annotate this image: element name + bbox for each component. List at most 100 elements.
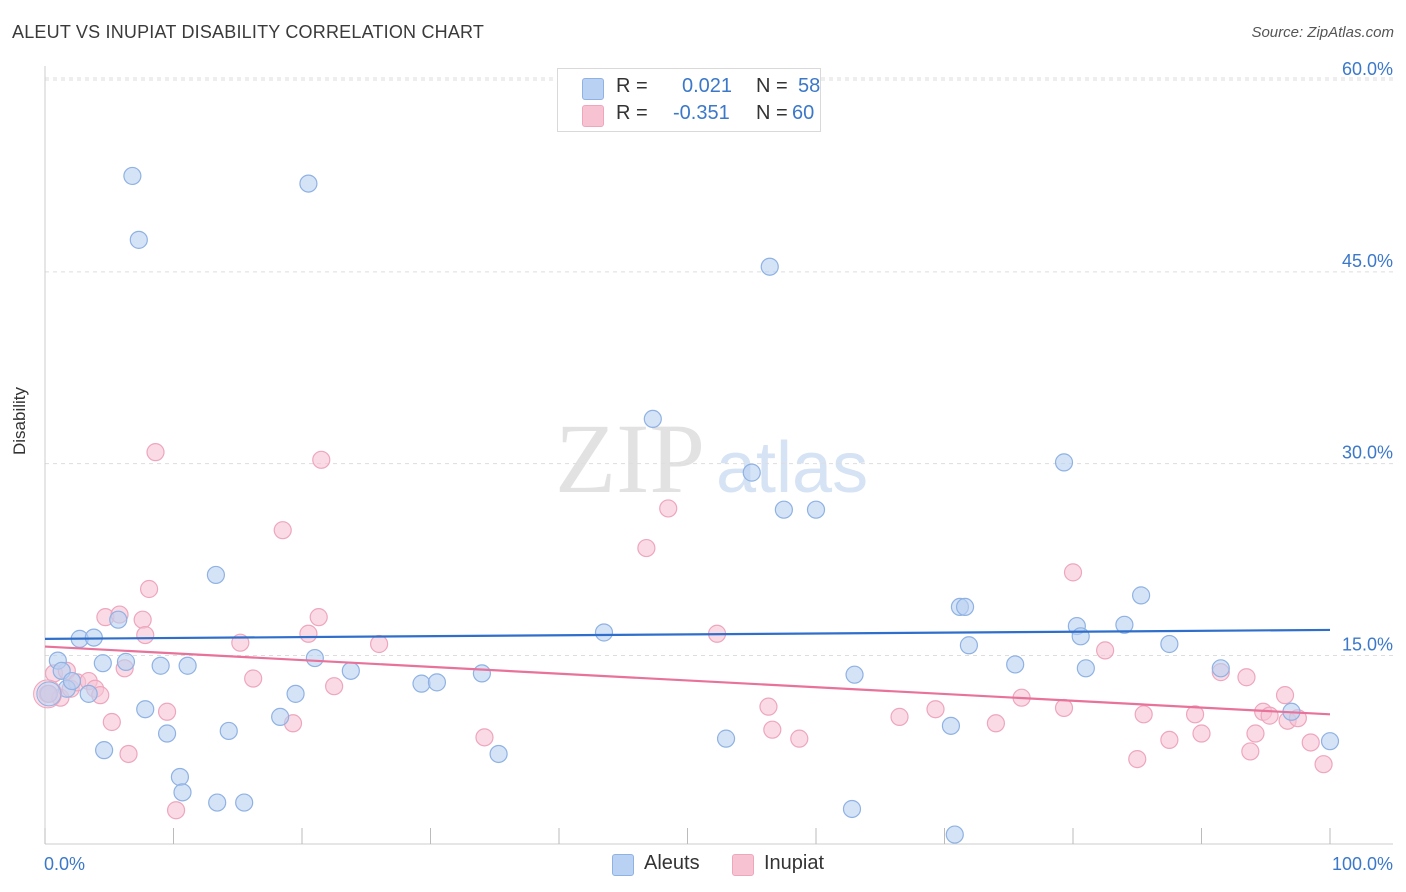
aleut-point: [1115, 615, 1134, 634]
inupiat-point: [273, 521, 292, 540]
y-tick-label: 15.0%: [1342, 635, 1393, 655]
aleut-point: [760, 257, 779, 276]
inupiat-point: [1275, 686, 1295, 705]
aleut-point: [157, 724, 177, 743]
aleut-point: [136, 700, 155, 719]
aleuts-swatch: [582, 78, 604, 100]
inupiat-point: [33, 679, 63, 709]
aleut-point: [1054, 453, 1074, 472]
inupiat-point: [763, 720, 782, 739]
aleut-point: [206, 565, 226, 585]
inupiat-point: [1063, 563, 1083, 582]
inupiat-point: [759, 697, 778, 716]
aleut-point: [955, 597, 975, 617]
trend-lines: [44, 628, 1331, 716]
inupiat-point: [1301, 733, 1320, 752]
watermark: ZIP atlas: [555, 403, 868, 514]
inupiat-point: [1237, 668, 1256, 687]
inupiat-point: [1246, 724, 1265, 743]
aleut-point: [109, 610, 128, 629]
inupiat-point: [986, 714, 1006, 733]
aleut-point: [93, 654, 112, 673]
r-label: R =: [616, 102, 648, 124]
inupiat-point: [1128, 749, 1147, 769]
x-tick-label: 100.0%: [1332, 854, 1393, 874]
aleut-point: [299, 174, 318, 193]
aleut-point: [286, 684, 305, 703]
aleut-point: [129, 230, 148, 249]
aleut-point: [151, 656, 170, 675]
axes: [44, 66, 1393, 845]
inupiat-trend-line: [44, 645, 1331, 716]
inupiat-point: [299, 624, 318, 643]
aleut-point: [412, 674, 431, 693]
watermark-atlas: atlas: [716, 428, 868, 508]
aleut-point: [1160, 634, 1179, 654]
aleut-point: [170, 767, 190, 787]
inupiat-point: [1054, 698, 1074, 718]
n-value: 58: [798, 75, 821, 97]
aleut-point: [116, 652, 136, 671]
aleut-point: [959, 636, 979, 655]
inupiat-point: [325, 677, 344, 696]
inupiat-point: [1160, 730, 1179, 750]
inupiat-point: [133, 610, 152, 629]
inupiat-point: [1192, 724, 1211, 743]
inupiat-point: [1185, 705, 1205, 724]
r-label: R =: [616, 75, 648, 97]
aleut-point: [945, 825, 964, 844]
aleut-point: [427, 673, 447, 692]
inupiat-point: [637, 538, 656, 558]
watermark-zip: ZIP: [555, 403, 705, 514]
inupiat-point: [166, 801, 186, 820]
inupiat-point: [102, 712, 121, 732]
inupiat-point: [139, 579, 159, 599]
inupiat-point: [926, 700, 945, 719]
legend-label-aleuts: Aleuts: [644, 852, 700, 874]
aleut-point: [489, 744, 508, 764]
aleut-point: [842, 799, 862, 819]
aleut-point: [643, 409, 662, 429]
aleut-point: [95, 741, 114, 760]
inupiat-point: [1260, 706, 1279, 725]
inupiat-point: [136, 625, 155, 645]
aleut-point: [774, 500, 793, 519]
inupiat-point: [309, 608, 328, 627]
y-tick-label: 60.0%: [1342, 59, 1393, 79]
tick-labels: 15.0% 30.0% 45.0% 60.0% 0.0% 100.0%: [44, 59, 1393, 874]
inupiat-point: [1134, 705, 1153, 724]
aleut-point: [941, 716, 961, 735]
grid-lines: [45, 77, 1393, 656]
aleut-point: [1006, 655, 1025, 674]
aleut-point: [62, 671, 82, 691]
aleut-point: [305, 648, 324, 668]
r-value: -0.351: [673, 102, 730, 124]
inupiat-swatch: [582, 105, 604, 127]
aleut-point: [1071, 627, 1090, 646]
data-points: [33, 166, 1340, 844]
aleut-point: [271, 707, 290, 726]
aleut-point: [1211, 659, 1230, 678]
chart-title: ALEUT VS INUPIAT DISABILITY CORRELATION …: [12, 22, 485, 42]
n-value: 60: [792, 102, 815, 124]
inupiat-point: [1314, 755, 1333, 774]
n-label: N =: [756, 75, 788, 97]
inupiat-swatch: [732, 854, 754, 876]
n-label: N =: [756, 102, 788, 124]
aleut-point: [208, 793, 227, 812]
inupiat-point: [157, 702, 177, 721]
aleut-point: [1132, 586, 1151, 605]
inupiat-point: [312, 450, 331, 469]
inupiat-point: [890, 707, 909, 726]
aleut-point: [742, 463, 761, 482]
aleut-point: [806, 500, 826, 519]
aleut-point: [178, 656, 197, 675]
aleut-point: [341, 661, 360, 680]
aleut-point: [1320, 732, 1340, 751]
inupiat-point: [146, 443, 165, 462]
legend-label-inupiat: Inupiat: [764, 852, 825, 874]
correlation-legend: R = 0.021 N = 58 R = -0.351 N = 60: [557, 68, 821, 132]
aleut-point: [36, 681, 62, 707]
aleut-point: [123, 166, 142, 186]
